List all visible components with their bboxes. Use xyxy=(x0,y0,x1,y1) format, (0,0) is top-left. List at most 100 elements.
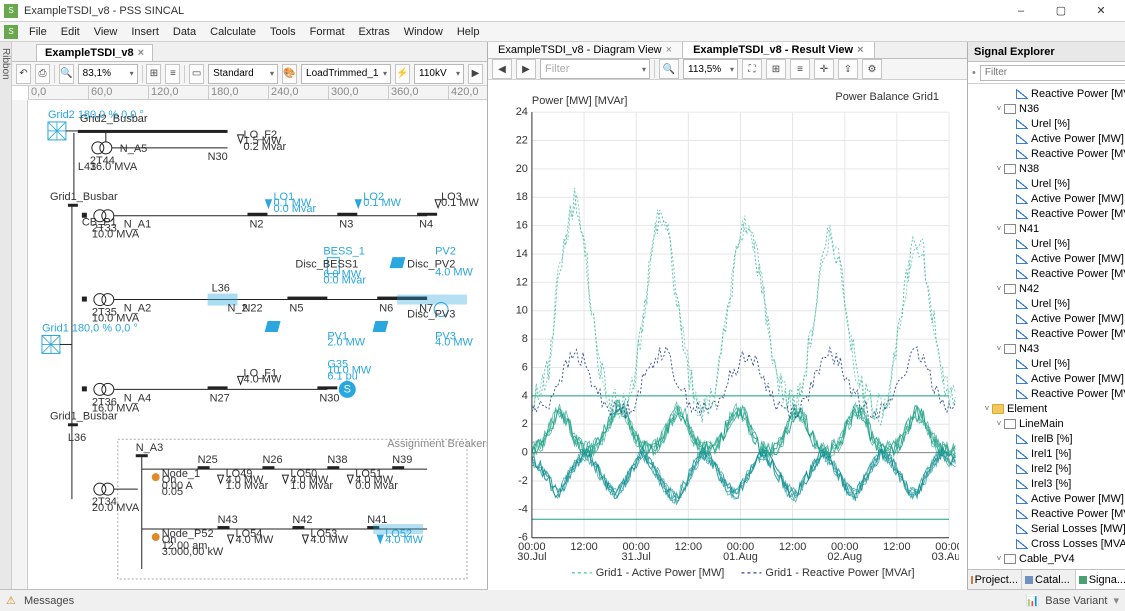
chart-fit-button[interactable]: ⛶ xyxy=(742,59,762,79)
signal-filter-input[interactable] xyxy=(980,65,1125,81)
toolbar-grid-button[interactable]: ⊞ xyxy=(146,64,161,84)
document-tab[interactable]: ExampleTSDI_v8 × xyxy=(36,44,153,61)
chart-tab[interactable]: ExampleTSDI_v8 - Result View× xyxy=(683,42,874,58)
chart-zoom-select[interactable]: 113,5% xyxy=(683,59,738,79)
panel-tab[interactable]: Project... xyxy=(968,570,1022,589)
tree-row[interactable]: ˅N41 xyxy=(968,221,1125,236)
tree-row[interactable]: Cross Losses [MVAr] xyxy=(968,536,1125,551)
chart-legend-button[interactable]: ≡ xyxy=(790,59,810,79)
tree-row[interactable]: Active Power [MW] xyxy=(968,371,1125,386)
menu-help[interactable]: Help xyxy=(450,24,487,40)
panel-tab[interactable]: Signa... xyxy=(1076,570,1125,589)
panel-tab[interactable]: Catal... xyxy=(1022,570,1076,589)
tree-row[interactable]: Reactive Power [MVAr] xyxy=(968,326,1125,341)
tree-row[interactable]: Urel [%] xyxy=(968,236,1125,251)
tree-row[interactable]: Active Power [MW] xyxy=(968,131,1125,146)
window-close-button[interactable]: ✕ xyxy=(1081,0,1121,22)
chart-tab[interactable]: ExampleTSDI_v8 - Diagram View× xyxy=(488,42,683,58)
variant-dropdown-icon[interactable]: ▾ xyxy=(1113,594,1119,607)
messages-label[interactable]: Messages xyxy=(24,595,74,607)
menu-calculate[interactable]: Calculate xyxy=(203,24,263,40)
menu-edit[interactable]: Edit xyxy=(54,24,87,40)
svg-text:0.1 MW: 0.1 MW xyxy=(363,197,401,209)
tree-row[interactable]: Active Power [MW] xyxy=(968,191,1125,206)
document-tab-close[interactable]: × xyxy=(138,47,144,59)
tree-row[interactable]: Urel [%] xyxy=(968,116,1125,131)
template-select[interactable]: Standard xyxy=(208,64,278,84)
chart-area[interactable]: Power Balance Grid1Power [MW] [MVAr]-6-4… xyxy=(488,80,967,590)
tree-item-label: Irel2 [%] xyxy=(1031,463,1071,475)
chart-grid-button[interactable]: ⊞ xyxy=(766,59,786,79)
voltage-select[interactable]: 110kV xyxy=(414,64,464,84)
chart-zoom-button[interactable]: 🔍 xyxy=(659,59,679,79)
chart-cursor-button[interactable]: ✛ xyxy=(814,59,834,79)
chart-next-button[interactable]: ▶ xyxy=(516,59,536,79)
tree-row[interactable]: ˅N42 xyxy=(968,281,1125,296)
toolbar-run-button[interactable]: ▶ xyxy=(468,64,483,84)
tree-row[interactable]: Reactive Power [MVAr] xyxy=(968,206,1125,221)
tree-twisty-icon[interactable]: ˅ xyxy=(994,344,1004,353)
tree-row[interactable]: Irel2 [%] xyxy=(968,461,1125,476)
tree-twisty-icon[interactable]: ˅ xyxy=(994,104,1004,113)
tree-row[interactable]: ˅Element xyxy=(968,401,1125,416)
signal-tree[interactable]: Reactive Power [MVAr]˅N36Urel [%]Active … xyxy=(968,84,1125,569)
chart-settings-button[interactable]: ⚙ xyxy=(862,59,882,79)
tree-row[interactable]: Urel [%] xyxy=(968,296,1125,311)
chart-tab-close[interactable]: × xyxy=(666,44,672,56)
toolbar-zoom-button[interactable]: 🔍 xyxy=(59,64,74,84)
menu-view[interactable]: View xyxy=(87,24,125,40)
tree-twisty-icon[interactable]: ˅ xyxy=(994,224,1004,233)
chart-filter-input[interactable]: Filter xyxy=(540,59,650,79)
toolbar-undo-button[interactable]: ↶ xyxy=(16,64,31,84)
tree-row[interactable]: Serial Losses [MW] xyxy=(968,521,1125,536)
tree-row[interactable]: Reactive Power [MVAr] xyxy=(968,86,1125,101)
ribbon-tab-left[interactable]: Ribbon xyxy=(0,42,12,589)
zoom-select[interactable]: 83,1% xyxy=(78,64,138,84)
tree-row[interactable]: ˅N38 xyxy=(968,161,1125,176)
tree-row[interactable]: Active Power [MW] xyxy=(968,251,1125,266)
menu-window[interactable]: Window xyxy=(397,24,450,40)
variant-label[interactable]: Base Variant xyxy=(1045,595,1107,607)
menu-extras[interactable]: Extras xyxy=(352,24,397,40)
tree-row[interactable]: Reactive Power [MVAr] xyxy=(968,266,1125,281)
toolbar-style-button[interactable]: ▭ xyxy=(189,64,204,84)
tree-row[interactable]: Irel1 [%] xyxy=(968,446,1125,461)
chart-pane: ExampleTSDI_v8 - Diagram View×ExampleTSD… xyxy=(488,42,968,589)
tree-row[interactable]: Reactive Power [MVAr] xyxy=(968,386,1125,401)
tree-twisty-icon[interactable]: ˅ xyxy=(982,404,992,413)
tree-row[interactable]: ˅N43 xyxy=(968,341,1125,356)
chart-prev-button[interactable]: ◀ xyxy=(492,59,512,79)
tree-row[interactable]: Active Power [MW] xyxy=(968,311,1125,326)
tree-row[interactable]: Urel [%] xyxy=(968,176,1125,191)
tree-row[interactable]: Active Power [MW] xyxy=(968,491,1125,506)
toolbar-redo-button[interactable]: ⎙ xyxy=(35,64,50,84)
tree-row[interactable]: Reactive Power [MVAr] xyxy=(968,506,1125,521)
chart-tab-close[interactable]: × xyxy=(857,44,863,56)
load-select[interactable]: LoadTrimmed_1 xyxy=(301,64,391,84)
tree-row[interactable]: Irel3 [%] xyxy=(968,476,1125,491)
toolbar-palette-button[interactable]: 🎨 xyxy=(282,64,297,84)
tree-twisty-icon[interactable]: ˅ xyxy=(994,554,1004,563)
toolbar-layer-button[interactable]: ≡ xyxy=(165,64,180,84)
toolbar-flash-button[interactable]: ⚡ xyxy=(395,64,410,84)
tree-twisty-icon[interactable]: ˅ xyxy=(994,284,1004,293)
tree-item-label: Urel [%] xyxy=(1031,358,1070,370)
menu-file[interactable]: File xyxy=(22,24,54,40)
diagram-canvas[interactable]: 0,060,0120,0180,0240,0300,0360,0420,0 Gr… xyxy=(12,86,487,589)
window-minimize-button[interactable]: – xyxy=(1001,0,1041,22)
menu-tools[interactable]: Tools xyxy=(263,24,303,40)
tree-row[interactable]: Reactive Power [MVAr] xyxy=(968,146,1125,161)
chart-export-button[interactable]: ⇪ xyxy=(838,59,858,79)
tree-twisty-icon[interactable]: ˅ xyxy=(994,164,1004,173)
tree-row[interactable]: Urel [%] xyxy=(968,356,1125,371)
menu-data[interactable]: Data xyxy=(166,24,203,40)
tree-row[interactable]: ˅Cable_PV4 xyxy=(968,551,1125,566)
window-maximize-button[interactable]: ▢ xyxy=(1041,0,1081,22)
tree-twisty-icon[interactable]: ˅ xyxy=(994,419,1004,428)
menu-insert[interactable]: Insert xyxy=(124,24,166,40)
tree-row[interactable]: ˅N36 xyxy=(968,101,1125,116)
menu-format[interactable]: Format xyxy=(303,24,352,40)
tree-row[interactable]: ˅LineMain xyxy=(968,416,1125,431)
messages-icon[interactable]: ⚠ xyxy=(6,594,20,608)
tree-row[interactable]: IrelB [%] xyxy=(968,431,1125,446)
